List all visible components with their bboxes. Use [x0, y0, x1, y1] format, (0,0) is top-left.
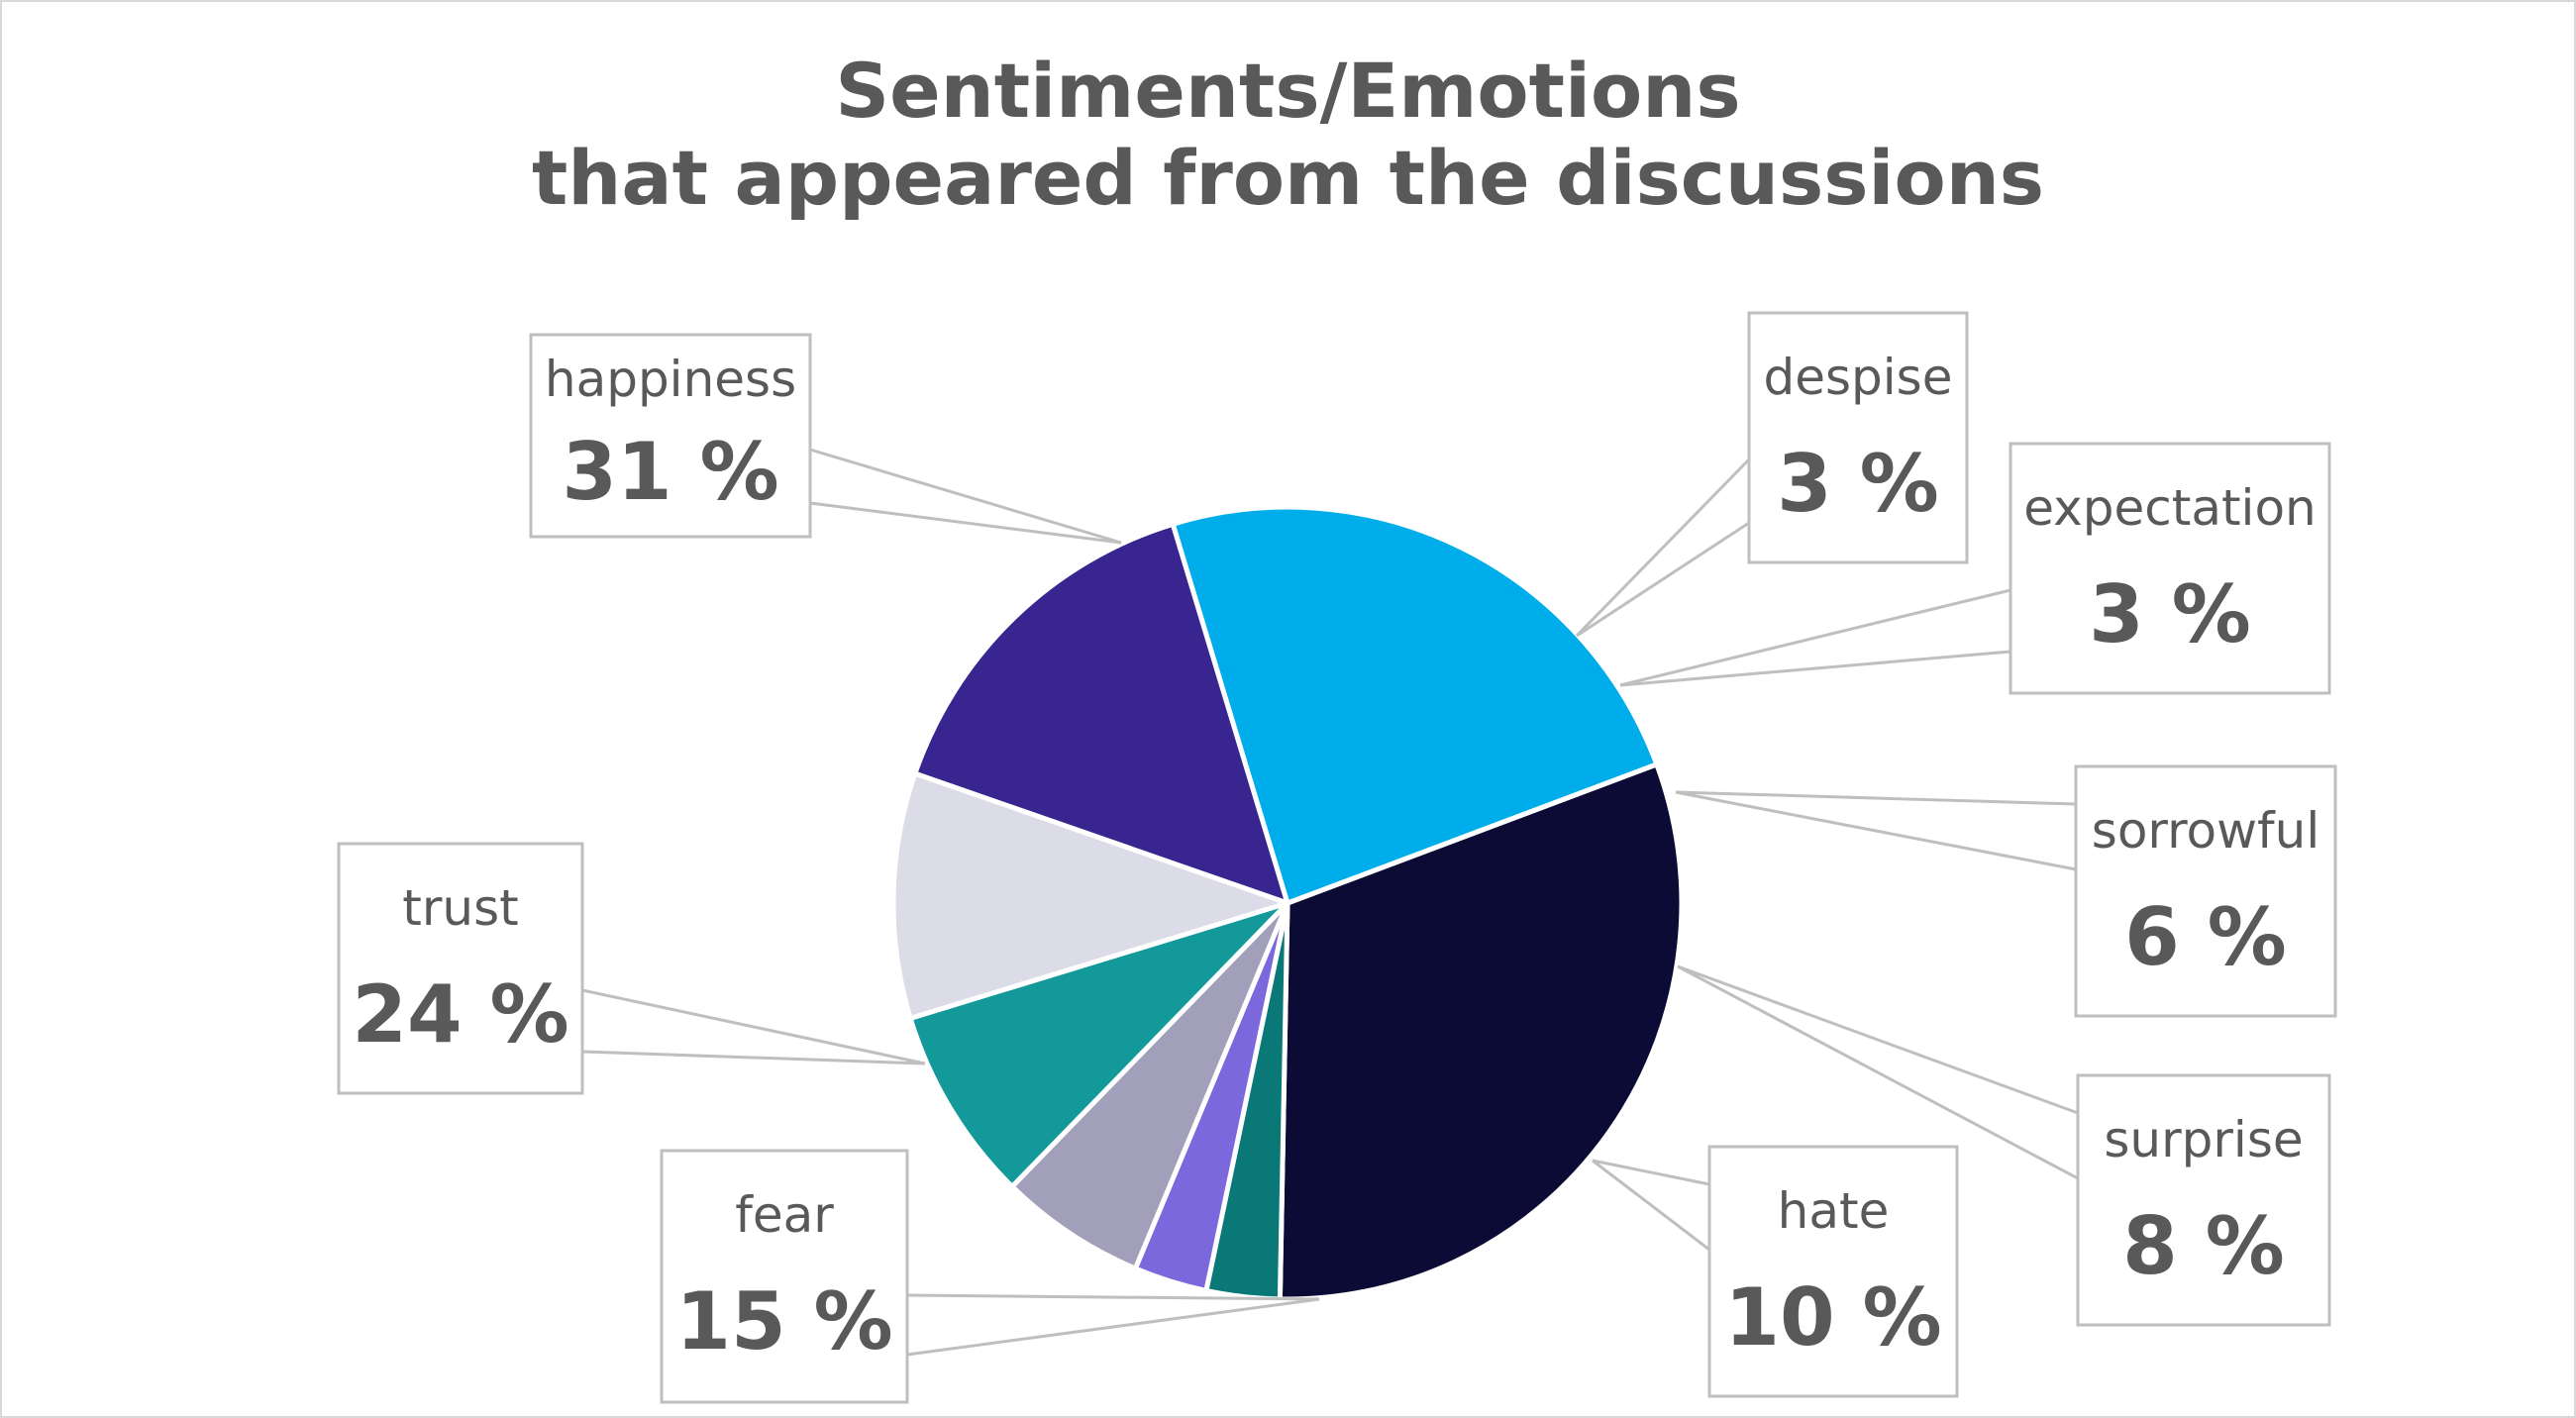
callout-box-fear	[660, 1149, 909, 1404]
slice-label-fear: fear	[735, 1186, 834, 1244]
callout-sorrowful: sorrowful 6 %	[1675, 764, 2337, 1018]
pie-slices	[890, 504, 1685, 1302]
chart-title: Sentiments/Emotions that appeared from t…	[0, 48, 2576, 222]
callout-box-despise	[1747, 311, 1969, 564]
leader-line-happiness	[809, 448, 1122, 545]
leader-line-sorrowful	[1675, 790, 2077, 806]
slice-label-sorrowful: sorrowful	[2092, 802, 2319, 860]
callout-trust: trust 24 %	[337, 842, 926, 1095]
pie-slice-trust	[1170, 504, 1660, 906]
leader-line-despise	[1575, 457, 1751, 638]
leader-line-expectation	[1619, 588, 2011, 687]
leader-line-trust	[581, 1050, 926, 1065]
slice-value-hate: 10 %	[1724, 1271, 1941, 1364]
slice-label-surprise: surprise	[2104, 1111, 2303, 1168]
chart-title-line2: that appeared from the discussions	[531, 134, 2045, 222]
slice-value-expectation: 3 %	[2089, 568, 2251, 660]
leader-line-trust	[581, 988, 926, 1065]
pie-slice-surprise	[907, 900, 1290, 1189]
pie-callouts: happiness 31 % despise 3 % expectation 3 % sor…	[337, 311, 2337, 1404]
slice-label-expectation: expectation	[2023, 479, 2316, 537]
pie-slice-fear	[912, 521, 1290, 906]
leader-line-surprise	[1677, 964, 2079, 1180]
callout-box-hate	[1707, 1145, 1959, 1398]
leader-line-happiness	[809, 501, 1122, 545]
callout-box-sorrowful	[2074, 764, 2337, 1018]
callout-hate: hate 10 %	[1592, 1145, 1959, 1398]
leader-line-hate	[1592, 1159, 1710, 1186]
slice-label-trust: trust	[402, 879, 519, 937]
callout-fear: fear 15 %	[660, 1149, 1320, 1404]
callout-expectation: expectation 3 %	[1619, 442, 2331, 695]
leader-line-hate	[1592, 1159, 1710, 1252]
callout-box-trust	[337, 842, 584, 1095]
leader-line-fear	[906, 1293, 1320, 1301]
slice-value-happiness: 31 %	[562, 426, 778, 518]
slice-value-surprise: 8 %	[2122, 1200, 2285, 1292]
slice-value-sorrowful: 6 %	[2124, 891, 2287, 983]
pie-slice-happiness	[1277, 761, 1685, 1302]
leader-line-sorrowful	[1675, 790, 2077, 871]
slice-value-despise: 3 %	[1777, 438, 1939, 530]
callout-happiness: happiness 31 %	[529, 333, 1122, 545]
callout-box-surprise	[2076, 1073, 2331, 1327]
callout-despise: despise 3 %	[1575, 311, 1969, 638]
leader-line-fear	[906, 1297, 1320, 1357]
leader-line-despise	[1576, 521, 1750, 638]
slice-label-happiness: happiness	[545, 351, 796, 408]
pie-slice-sorrowful	[1009, 900, 1290, 1271]
leader-line-surprise	[1677, 964, 2079, 1115]
slice-value-trust: 24 %	[352, 968, 568, 1061]
callout-surprise: surprise 8 %	[1677, 964, 2331, 1327]
callout-box-happiness	[529, 333, 812, 539]
pie-slice-hate	[890, 770, 1290, 1021]
callout-box-expectation	[2009, 442, 2331, 695]
slice-label-hate: hate	[1778, 1182, 1890, 1240]
leader-line-expectation	[1619, 650, 2011, 687]
slice-value-fear: 15 %	[675, 1275, 892, 1367]
slice-label-despise: despise	[1764, 349, 1953, 406]
chart-title-line1: Sentiments/Emotions	[835, 47, 1741, 135]
